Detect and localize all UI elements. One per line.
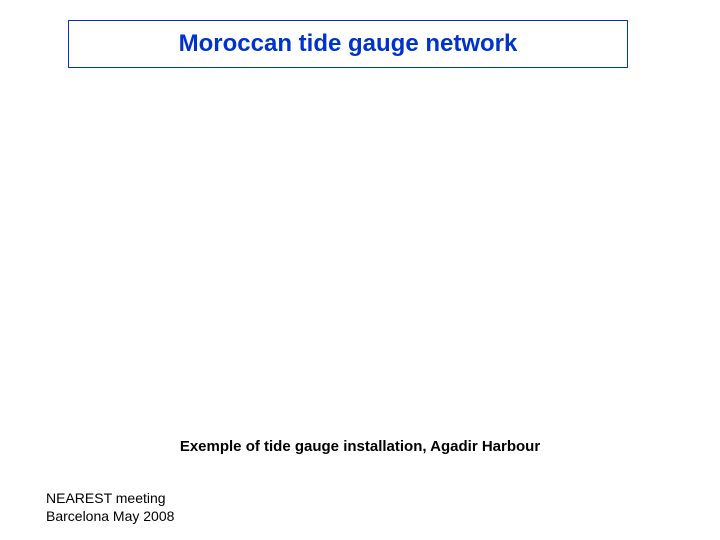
footer: NEAREST meeting Barcelona May 2008 (46, 490, 174, 525)
slide: Moroccan tide gauge network Exemple of t… (0, 0, 720, 540)
caption-text: Exemple of tide gauge installation, Agad… (0, 438, 720, 455)
footer-line-1: NEAREST meeting (46, 490, 174, 508)
footer-line-2: Barcelona May 2008 (46, 508, 174, 526)
slide-title: Moroccan tide gauge network (179, 30, 518, 58)
title-container: Moroccan tide gauge network (68, 20, 628, 68)
